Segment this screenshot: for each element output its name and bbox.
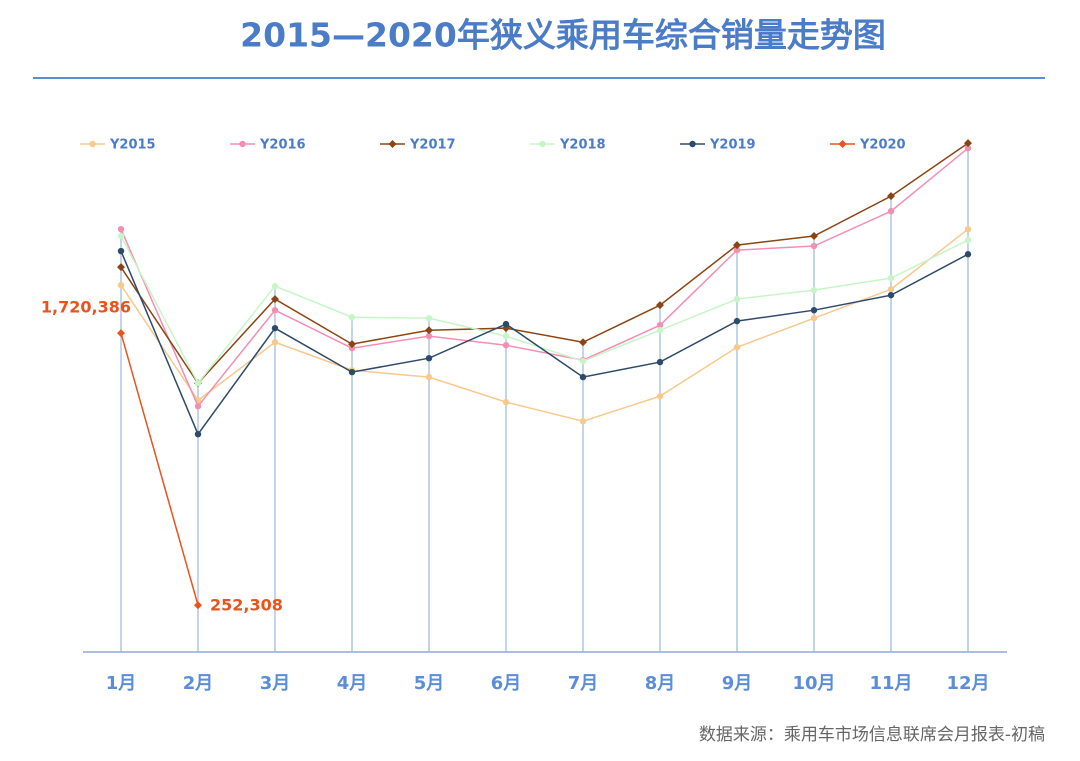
point: [348, 314, 356, 321]
point: [887, 192, 895, 201]
point: [117, 247, 125, 255]
x-tick-label: 8月: [645, 673, 676, 694]
point: [425, 373, 433, 381]
legend-label: Y2017: [409, 138, 456, 153]
point: [117, 281, 125, 289]
series-line: [120, 235, 969, 385]
point: [964, 144, 972, 152]
x-tick-label: 10月: [792, 673, 835, 694]
x-tick-label: 12月: [946, 673, 989, 694]
point: [733, 295, 741, 303]
legend-marker: [689, 140, 696, 148]
point: [194, 430, 202, 438]
legend-marker: [89, 140, 96, 148]
legend-label: Y2015: [109, 138, 156, 153]
point: [579, 418, 587, 425]
point: [117, 232, 125, 240]
point: [425, 332, 433, 340]
data-label: 252,308: [210, 596, 283, 615]
point: [502, 332, 510, 340]
x-tick-label: 5月: [414, 673, 445, 694]
point: [425, 326, 433, 335]
point: [425, 314, 433, 322]
series-line: [120, 250, 969, 436]
point: [964, 251, 972, 258]
series-line: [120, 228, 969, 422]
point: [656, 301, 664, 310]
data-label: 1,720,386: [41, 298, 131, 317]
point: [887, 291, 895, 299]
point: [656, 392, 664, 400]
x-tick-label: 11月: [869, 673, 912, 694]
point: [656, 358, 664, 366]
series-line: [120, 332, 199, 606]
point: [117, 329, 125, 338]
point: [194, 403, 202, 410]
legend-label: Y2018: [559, 138, 606, 153]
point: [810, 232, 818, 241]
point: [502, 342, 510, 349]
point: [271, 282, 279, 290]
point: [810, 314, 818, 322]
x-tick-label: 3月: [260, 673, 291, 694]
legend-label: Y2020: [859, 138, 906, 153]
legend-marker: [838, 140, 847, 148]
legend-marker: [388, 140, 397, 148]
legend-label: Y2016: [259, 138, 306, 153]
point: [733, 246, 741, 254]
point: [502, 320, 510, 328]
point: [194, 601, 202, 610]
point: [425, 354, 433, 362]
point: [656, 327, 664, 334]
point: [656, 322, 664, 329]
point: [579, 338, 587, 347]
point: [271, 295, 279, 304]
point: [348, 368, 356, 376]
x-tick-label: 2月: [183, 673, 214, 694]
point: [271, 339, 279, 346]
chart-title: 2015—2020年狭义乘用车综合销量走势图: [240, 16, 886, 55]
legend-label: Y2019: [709, 138, 756, 153]
point: [964, 139, 972, 148]
point: [348, 340, 356, 349]
point: [810, 286, 818, 294]
point: [733, 317, 741, 325]
x-tick-label: 9月: [722, 673, 753, 694]
x-tick-label: 6月: [491, 673, 522, 694]
series-line: [120, 147, 969, 408]
point: [964, 225, 972, 233]
legend-marker: [539, 140, 546, 148]
x-tick-label: 7月: [568, 673, 599, 694]
point: [733, 344, 741, 351]
point: [810, 306, 818, 314]
point: [964, 236, 972, 244]
point: [579, 357, 587, 365]
point: [887, 286, 895, 293]
point: [194, 380, 202, 387]
point: [502, 398, 510, 406]
point: [271, 306, 279, 314]
point: [117, 225, 125, 233]
x-tick-label: 1月: [106, 673, 137, 694]
point: [579, 373, 587, 381]
point: [887, 208, 895, 215]
point: [733, 241, 741, 250]
point: [348, 344, 356, 352]
point: [887, 274, 895, 282]
point: [117, 263, 125, 272]
series-line: [120, 142, 969, 385]
source-note: 数据来源：乘用车市场信息联席会月报表-初稿: [699, 725, 1045, 745]
legend-marker: [239, 140, 246, 148]
x-tick-label: 4月: [337, 673, 368, 694]
point: [271, 324, 279, 332]
point: [810, 242, 818, 250]
